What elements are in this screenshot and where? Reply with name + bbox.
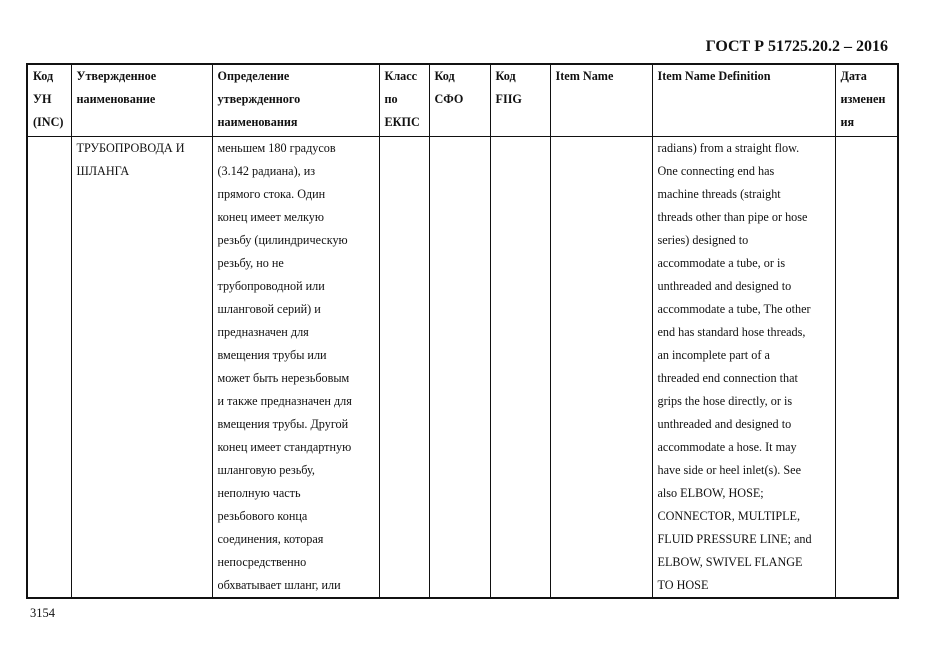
header-text: наименование: [76, 92, 156, 106]
column-header-fiig: Код FIIG: [489, 63, 551, 137]
cell-approved-name: ТРУБОПРОВОДА И ШЛАНГА: [70, 136, 213, 599]
cell-text-line: accommodate a hose. It may: [657, 440, 797, 454]
cell-text-line: threads other than pipe or hose: [657, 210, 808, 224]
cell-text-line: конец имеет мелкую: [217, 210, 324, 224]
header-text: Код: [33, 69, 54, 83]
header-text: Утвержденное: [76, 69, 157, 83]
cell-text-line: also ELBOW, HOSE;: [657, 486, 764, 500]
catalog-table: Код УН (INC) Утвержденное наименование Опреде…: [26, 63, 899, 599]
page-number: 3154: [30, 606, 55, 620]
header-text: Класс: [384, 69, 418, 83]
header-text: СФО: [434, 92, 464, 106]
header-text: FIIG: [495, 92, 522, 106]
header-text: (INC): [33, 115, 64, 129]
header-text: Дата: [840, 69, 867, 83]
cell-text-line: ШЛАНГА: [76, 164, 130, 178]
cell-text-line: CONNECTOR, MULTIPLE,: [657, 509, 801, 523]
column-header-item-name: Item Name: [549, 63, 653, 137]
cell-text-line: end has standard hose threads,: [657, 325, 806, 339]
cell-text-line: series) designed to: [657, 233, 749, 247]
column-header-date: Дата изменен ия: [834, 63, 899, 137]
cell-text-line: One connecting end has: [657, 164, 775, 178]
header-text: изменен: [840, 92, 886, 106]
column-header-inc: Код УН (INC): [26, 63, 72, 137]
cell-text-line: ТРУБОПРОВОДА И: [76, 141, 185, 155]
cell-text-line: grips the hose directly, or is: [657, 394, 793, 408]
cell-text-line: have side or heel inlet(s). See: [657, 463, 802, 477]
header-text: Определение: [217, 69, 290, 83]
header-text: Код: [434, 69, 455, 83]
cell-text-line: может быть нерезьбовым: [217, 371, 350, 385]
header-text: Item Name Definition: [657, 69, 771, 83]
cell-text-line: резьбу, но не: [217, 256, 284, 270]
cell-text-line: unthreaded and designed to: [657, 279, 792, 293]
cell-text-line: конец имеет стандартную: [217, 440, 352, 454]
cell-fiig: [489, 136, 551, 599]
column-header-definition-ru: Определение утвержденного наименования: [211, 63, 380, 137]
cell-text-line: трубопроводной или: [217, 279, 325, 293]
cell-text-line: неполную часть: [217, 486, 301, 500]
cell-text-line: (3.142 радиана), из: [217, 164, 316, 178]
cell-text-line: вмещения трубы или: [217, 348, 327, 362]
header-text: Item Name: [555, 69, 614, 83]
cell-item-name: [549, 136, 653, 599]
column-header-sfo: Код СФО: [428, 63, 491, 137]
cell-text-line: machine threads (straight: [657, 187, 781, 201]
cell-text-line: предназначен для: [217, 325, 309, 339]
cell-text-line: резьбу (цилиндрическую: [217, 233, 348, 247]
header-text: Код: [495, 69, 516, 83]
cell-inc: [26, 136, 72, 599]
header-text: наименования: [217, 115, 298, 129]
cell-text-line: accommodate a tube, The other: [657, 302, 811, 316]
cell-text-line: шланговой серий) и: [217, 302, 321, 316]
cell-text-line: непосредственно: [217, 555, 307, 569]
cell-text-line: accommodate a tube, or is: [657, 256, 786, 270]
cell-definition-en: radians) from a straight flow. One connec…: [651, 136, 836, 599]
header-text: утвержденного: [217, 92, 301, 106]
cell-text-line: an incomplete part of a: [657, 348, 770, 362]
cell-text-line: резьбового конца: [217, 509, 308, 523]
cell-text-line: TO HOSE: [657, 578, 709, 592]
cell-text-line: unthreaded and designed to: [657, 417, 792, 431]
header-text: УН: [33, 92, 52, 106]
header-text: ия: [840, 115, 855, 129]
cell-text-line: ELBOW, SWIVEL FLANGE: [657, 555, 803, 569]
cell-text-line: radians) from a straight flow.: [657, 141, 800, 155]
cell-text-line: threaded end connection that: [657, 371, 798, 385]
cell-text-line: прямого стока. Один: [217, 187, 326, 201]
cell-definition-ru: меньшем 180 градусов (3.142 радиана), из п…: [211, 136, 380, 599]
column-header-class: Класс по ЕКПС: [378, 63, 430, 137]
column-header-approved-name: Утвержденное наименование: [70, 63, 213, 137]
document-code: ГОСТ Р 51725.20.2 – 2016: [705, 38, 888, 55]
cell-text-line: обхватывает шланг, или: [217, 578, 341, 592]
column-header-definition-en: Item Name Definition: [651, 63, 836, 137]
cell-text-line: соединения, которая: [217, 532, 324, 546]
cell-text-line: FLUID PRESSURE LINE; and: [657, 532, 812, 546]
cell-class: [378, 136, 430, 599]
header-text: по: [384, 92, 398, 106]
header-text: ЕКПС: [384, 115, 420, 129]
cell-date: [834, 136, 899, 599]
cell-sfo: [428, 136, 491, 599]
header-row: Код УН (INC) Утвержденное наименование Опреде…: [26, 63, 899, 137]
cell-text-line: вмещения трубы. Другой: [217, 417, 349, 431]
cell-text-line: и также предназначен для: [217, 394, 352, 408]
table-row: ТРУБОПРОВОДА И ШЛАНГА меньшем 180 градусов…: [26, 136, 899, 599]
cell-text-line: шланговую резьбу,: [217, 463, 315, 477]
cell-text-line: меньшем 180 градусов: [217, 141, 336, 155]
